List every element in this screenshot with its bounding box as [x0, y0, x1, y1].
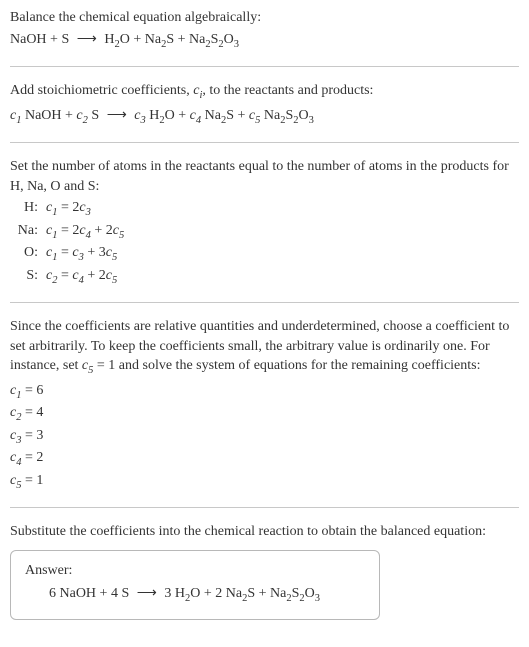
reactant-naoh: NaOH — [10, 32, 47, 47]
table-row: O: c1 = c3 + 3c5 — [10, 243, 128, 265]
equation-cell: c2 = c4 + 2c5 — [42, 266, 128, 288]
plus-sign: + — [50, 32, 58, 47]
divider — [10, 66, 519, 67]
arrow-icon: ⟶ — [137, 584, 157, 604]
atoms-intro: Set the number of atoms in the reactants… — [10, 157, 519, 196]
table-row: S: c2 = c4 + 2c5 — [10, 266, 128, 288]
equation-cell: c1 = c3 + 3c5 — [42, 243, 128, 265]
list-item: c1 = 6 — [10, 381, 519, 403]
divider — [10, 507, 519, 508]
intro-section: Balance the chemical equation algebraica… — [10, 8, 519, 52]
arrow-icon: ⟶ — [77, 30, 97, 50]
equation-cell: c1 = 2c4 + 2c5 — [42, 221, 128, 243]
arrow-icon: ⟶ — [107, 106, 127, 126]
substitute-text: Substitute the coefficients into the che… — [10, 522, 519, 542]
intro-text: Balance the chemical equation algebraica… — [10, 8, 519, 28]
plus-sign: + — [178, 32, 186, 47]
product-na2s: Na2S — [145, 32, 174, 47]
substitute-section: Substitute the coefficients into the che… — [10, 522, 519, 620]
table-row: Na: c1 = 2c4 + 2c5 — [10, 221, 128, 243]
balanced-equation: 6 NaOH + 4 S ⟶ 3 H2O + 2 Na2S + Na2S2O3 — [25, 584, 365, 606]
explain-text: Since the coefficients are relative quan… — [10, 317, 519, 379]
list-item: c5 = 1 — [10, 471, 519, 493]
coefficient-list: c1 = 6 c2 = 4 c3 = 3 c4 = 2 c5 = 1 — [10, 381, 519, 493]
atom-equations-table: H: c1 = 2c3 Na: c1 = 2c4 + 2c5 O: c1 = c… — [10, 198, 128, 288]
divider — [10, 302, 519, 303]
reactant-s: S — [61, 32, 69, 47]
equation-with-coeffs: c1 NaOH + c2 S ⟶ c3 H2O + c4 Na2S + c5 N… — [10, 106, 519, 128]
list-item: c2 = 4 — [10, 403, 519, 425]
element-label: H: — [10, 198, 42, 220]
list-item: c4 = 2 — [10, 448, 519, 470]
answer-label: Answer: — [25, 561, 365, 581]
list-item: c3 = 3 — [10, 426, 519, 448]
explain-section: Since the coefficients are relative quan… — [10, 317, 519, 493]
element-label: S: — [10, 266, 42, 288]
element-label: Na: — [10, 221, 42, 243]
table-row: H: c1 = 2c3 — [10, 198, 128, 220]
plus-sign: + — [133, 32, 141, 47]
product-na2s2o3: Na2S2O3 — [189, 32, 239, 47]
equation-cell: c1 = 2c3 — [42, 198, 128, 220]
equation-unbalanced: NaOH + S ⟶ H2O + Na2S + Na2S2O3 — [10, 30, 519, 52]
product-h2o: H2O — [104, 32, 130, 47]
answer-box: Answer: 6 NaOH + 4 S ⟶ 3 H2O + 2 Na2S + … — [10, 550, 380, 620]
element-label: O: — [10, 243, 42, 265]
stoich-text: Add stoichiometric coefficients, ci, to … — [10, 81, 519, 103]
stoich-section: Add stoichiometric coefficients, ci, to … — [10, 81, 519, 128]
atoms-section: Set the number of atoms in the reactants… — [10, 157, 519, 288]
divider — [10, 142, 519, 143]
